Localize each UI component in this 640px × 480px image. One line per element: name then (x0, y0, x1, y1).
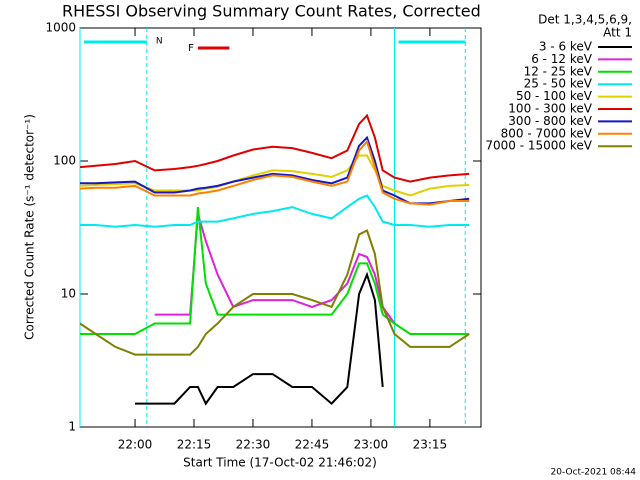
series-line (80, 229, 470, 356)
footer: 20-Oct-2021 08:44 (551, 468, 637, 478)
series-line (80, 154, 470, 197)
legend-label: 25 - 50 keV (524, 77, 593, 91)
series-line (135, 271, 384, 406)
y-tick-label: 10 (61, 287, 76, 301)
legend-label: 7000 - 15000 keV (485, 139, 592, 153)
x-axis-label: Start Time (17-Oct-02 21:46:02) (183, 456, 377, 470)
legend-label: 300 - 800 keV (508, 114, 592, 128)
night-label: N (156, 37, 163, 47)
x-tick-label: 22:45 (295, 438, 330, 452)
x-tick-label: 22:00 (118, 438, 153, 452)
x-tick-label: 23:15 (413, 438, 448, 452)
x-tick-label: 22:30 (236, 438, 271, 452)
x-tick-label: 23:00 (354, 438, 389, 452)
x-tick-label: 22:15 (177, 438, 212, 452)
y-tick-label: 1 (68, 420, 76, 434)
legend-label: 3 - 6 keV (539, 40, 593, 54)
flare-label: F (188, 43, 194, 54)
y-tick-label: 1000 (45, 21, 76, 35)
legend-header: Att 1 (603, 26, 632, 40)
plot-frame (79, 27, 482, 428)
series-line (80, 206, 470, 335)
series-line (80, 194, 470, 228)
chart-title: RHESSI Observing Summary Count Rates, Co… (62, 2, 481, 21)
series-line (80, 135, 470, 205)
legend-label: 50 - 100 keV (516, 89, 593, 103)
y-tick-label: 100 (53, 154, 76, 168)
series-line (80, 139, 470, 206)
series-line (80, 113, 470, 183)
y-axis-label: Corrected Count Rate (s⁻¹ detector⁻¹) (23, 114, 37, 340)
legend-label: 6 - 12 keV (531, 52, 593, 66)
legend-label: 12 - 25 keV (524, 64, 593, 78)
legend-header: Det 1,3,4,5,6,9, (538, 13, 632, 27)
legend-label: 100 - 300 keV (508, 102, 592, 116)
legend-label: 800 - 7000 keV (501, 126, 593, 140)
